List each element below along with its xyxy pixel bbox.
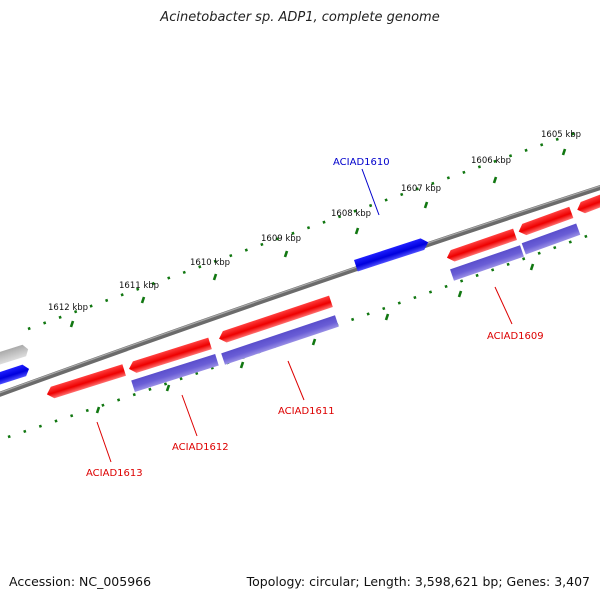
scale-label-1608: 1608 kbp — [331, 209, 371, 219]
orf-bar-1611[interactable] — [221, 315, 339, 365]
gene-label-aciad1609[interactable]: ACIAD1609 — [487, 331, 544, 342]
scale-label-1611: 1611 kbp — [119, 281, 159, 291]
scale-label-1612: 1612 kbp — [48, 303, 88, 313]
gene-aciad1609[interactable] — [445, 228, 517, 264]
gene-aciad1611[interactable] — [217, 295, 333, 345]
gene-aciad1612[interactable] — [127, 337, 212, 375]
accession-label: Accession: NC_005966 — [9, 574, 152, 589]
genome-backbone-highlight — [0, 185, 600, 394]
inner-major-ticks — [95, 263, 535, 414]
topology-label: Topology: circular; Length: 3,598,621 bp… — [246, 574, 590, 589]
scale-label-1605: 1605 kbp — [541, 130, 581, 140]
gene-label-aciad1612[interactable]: ACIAD1612 — [172, 442, 229, 453]
genome-backbone — [0, 184, 600, 397]
gene-red-5[interactable] — [517, 206, 574, 237]
leader-aciad1610 — [361, 168, 380, 216]
gene-red-6[interactable] — [575, 192, 600, 216]
leader-aciad1609 — [494, 286, 513, 325]
gene-grey[interactable] — [0, 344, 30, 371]
leader-aciad1613 — [96, 421, 112, 463]
scale-label-1606: 1606 kbp — [471, 156, 511, 166]
orf-bar-right[interactable] — [521, 223, 581, 255]
scale-label-1609: 1609 kbp — [261, 234, 301, 244]
gene-blue-left[interactable] — [0, 363, 31, 391]
scale-label-1610: 1610 kbp — [190, 258, 230, 268]
gene-label-aciad1611[interactable]: ACIAD1611 — [278, 406, 335, 417]
scale-label-1607: 1607 kbp — [401, 184, 441, 194]
gene-label-aciad1610[interactable]: ACIAD1610 — [333, 157, 390, 168]
map-title: Acinetobacter sp. ADP1, complete genome — [160, 10, 440, 25]
leader-aciad1611 — [287, 360, 305, 401]
orf-bar-1612[interactable] — [131, 354, 219, 392]
gene-aciad1610[interactable] — [354, 237, 430, 272]
orf-bar-1609[interactable] — [450, 245, 524, 281]
outer-major-ticks — [69, 148, 567, 328]
leader-aciad1612 — [181, 394, 198, 437]
gene-label-aciad1613[interactable]: ACIAD1613 — [86, 468, 143, 479]
gene-aciad1613[interactable] — [45, 364, 126, 400]
